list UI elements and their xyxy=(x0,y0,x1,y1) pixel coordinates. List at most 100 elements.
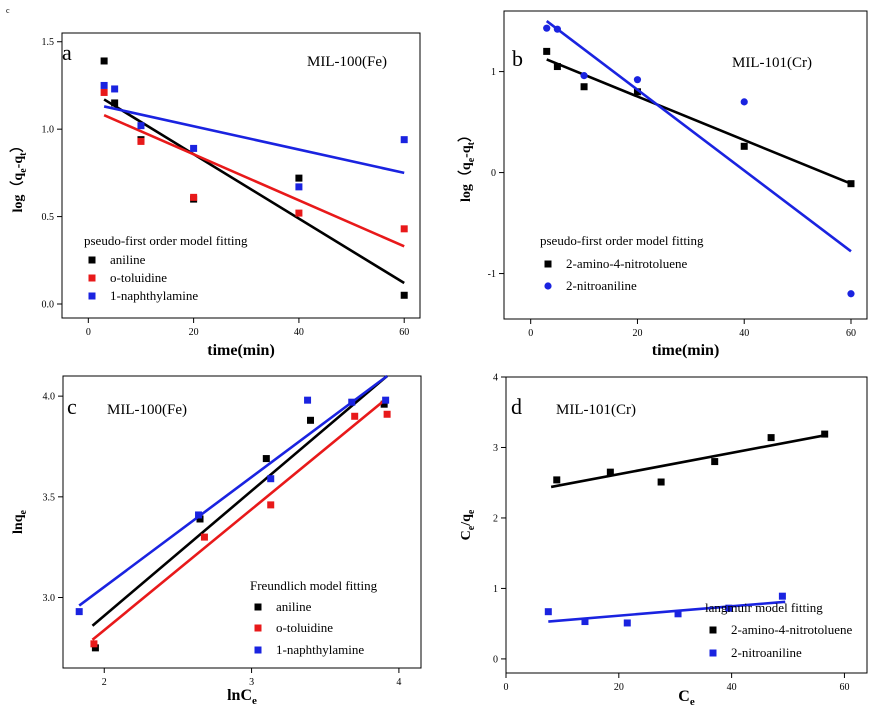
legend-label: o-toluidine xyxy=(276,620,333,635)
panel-a-frame xyxy=(61,32,421,319)
series-0-point xyxy=(262,455,270,463)
x-tick-label: 60 xyxy=(839,682,849,693)
series-0-point xyxy=(553,63,561,71)
series-2-point xyxy=(295,183,303,191)
series-1-point xyxy=(544,608,552,616)
series-0-point xyxy=(91,644,99,652)
x-tick-label: 2 xyxy=(102,677,107,688)
series-1-point xyxy=(553,25,561,33)
series-1-point xyxy=(543,24,551,32)
series-1-fit-line xyxy=(103,113,405,248)
legend-marker xyxy=(88,274,96,282)
panel-letter: b xyxy=(512,46,523,71)
series-0-point xyxy=(111,99,119,107)
legend-label: aniline xyxy=(110,252,146,267)
y-axis-label: log（qe-qt） xyxy=(458,128,477,202)
panel-letter: a xyxy=(62,40,72,65)
x-tick-label: 20 xyxy=(614,682,624,693)
panel-letter: d xyxy=(511,394,522,419)
panel-title: MIL-100(Fe) xyxy=(107,402,187,418)
series-1-fit-line xyxy=(545,20,852,253)
series-1-point xyxy=(137,137,145,145)
y-tick-label: 1 xyxy=(491,67,496,78)
legend-label: 2-nitroaniline xyxy=(566,278,637,293)
series-0-point xyxy=(657,478,665,486)
y-axis-label: lnqe xyxy=(11,509,29,533)
series-0-fit-line xyxy=(546,58,852,185)
series-1-point xyxy=(295,209,303,217)
y-tick-label: -1 xyxy=(488,269,496,280)
y-tick-label: 2 xyxy=(493,513,498,524)
y-tick-label: 3.5 xyxy=(43,492,56,503)
series-0-point xyxy=(400,291,408,299)
panel-d: 0 20 40 60 0 1 2 3 4 d MIL-101(Cr) langmuir model f… xyxy=(459,373,868,708)
series-0-point xyxy=(196,515,204,523)
legend-title: pseudo-first order model fitting xyxy=(84,233,248,248)
series-1-point xyxy=(581,618,589,626)
legend-marker xyxy=(709,626,717,634)
series-1-point xyxy=(847,290,855,298)
series-1-point xyxy=(778,592,786,600)
panel-title: MIL-101(Cr) xyxy=(732,55,812,71)
series-1-point xyxy=(100,88,108,96)
x-axis-label: time(min) xyxy=(207,342,275,359)
y-tick-label: 1.5 xyxy=(42,37,55,48)
series-1-point xyxy=(740,98,748,106)
panel-c-frame xyxy=(62,375,422,669)
panel-title: MIL-100(Fe) xyxy=(307,54,387,70)
series-2-point xyxy=(195,511,203,519)
y-tick-label: 0.5 xyxy=(42,212,55,223)
y-tick-label: 4 xyxy=(493,373,498,384)
x-axis-label: Ce xyxy=(678,688,695,708)
series-0-point xyxy=(740,142,748,150)
y-tick-label: 4.0 xyxy=(43,392,56,403)
panel-d-frame xyxy=(505,376,868,674)
legend-label: 2-nitroaniline xyxy=(731,645,802,660)
series-2-point xyxy=(400,136,408,144)
legend-marker xyxy=(254,646,262,654)
legend-label: 2-amino-4-nitrotoluene xyxy=(731,622,853,637)
series-1-point xyxy=(580,72,588,80)
y-tick-label: 1.0 xyxy=(42,125,55,136)
y-tick-label: 0 xyxy=(491,168,496,179)
series-1-point xyxy=(267,501,275,509)
x-tick-label: 40 xyxy=(727,682,737,693)
series-0-fit-line xyxy=(91,375,388,627)
legend-marker xyxy=(88,256,96,264)
series-0-point xyxy=(821,430,829,438)
series-2-point xyxy=(348,398,356,406)
legend-title: Freundlich model fitting xyxy=(250,578,378,593)
x-tick-label: 20 xyxy=(189,327,199,338)
legend-label: 1-naphthylamine xyxy=(110,288,198,303)
panel-c: 2 3 4 3.0 3.5 4.0 c MIL-100(Fe) Freundlich model… xyxy=(11,374,422,707)
panels-container: 0 20 40 600.00.51.01.5 a MIL-100(Fe)pseudo-fi… xyxy=(10,10,868,708)
series-2-point xyxy=(137,122,145,130)
y-tick-label: 3.0 xyxy=(43,593,56,604)
series-0-point xyxy=(295,174,303,182)
x-axis-label: lnCe xyxy=(227,687,257,707)
series-2-point xyxy=(190,144,198,152)
panel-a: 0 20 40 60 0.0 0.5 1.0 1.5 a MIL-100(Fe) pseudo-fi… xyxy=(10,32,421,359)
legend-marker xyxy=(544,260,552,268)
x-tick-label: 4 xyxy=(396,677,401,688)
series-1-point xyxy=(623,619,631,627)
series-1-point xyxy=(383,410,391,418)
x-tick-label: 0 xyxy=(86,327,91,338)
y-tick-label: 0.0 xyxy=(42,300,55,311)
series-0-point xyxy=(606,468,614,476)
series-0-point xyxy=(553,476,561,484)
legend-marker xyxy=(88,292,96,300)
series-2-point xyxy=(382,396,390,404)
series-0-point xyxy=(767,434,775,442)
panel-letter: c xyxy=(67,394,77,419)
corner-mark: c xyxy=(6,6,10,15)
series-0-point xyxy=(711,458,719,466)
legend-label: 1-naphthylamine xyxy=(276,642,364,657)
series-0-point xyxy=(307,416,315,424)
x-axis-label: time(min) xyxy=(652,342,720,359)
y-tick-label: 0 xyxy=(493,654,498,665)
legend-marker xyxy=(254,624,262,632)
series-2-fit-line xyxy=(78,374,388,607)
series-0-fit-line xyxy=(550,433,828,489)
series-2-point xyxy=(267,475,275,483)
